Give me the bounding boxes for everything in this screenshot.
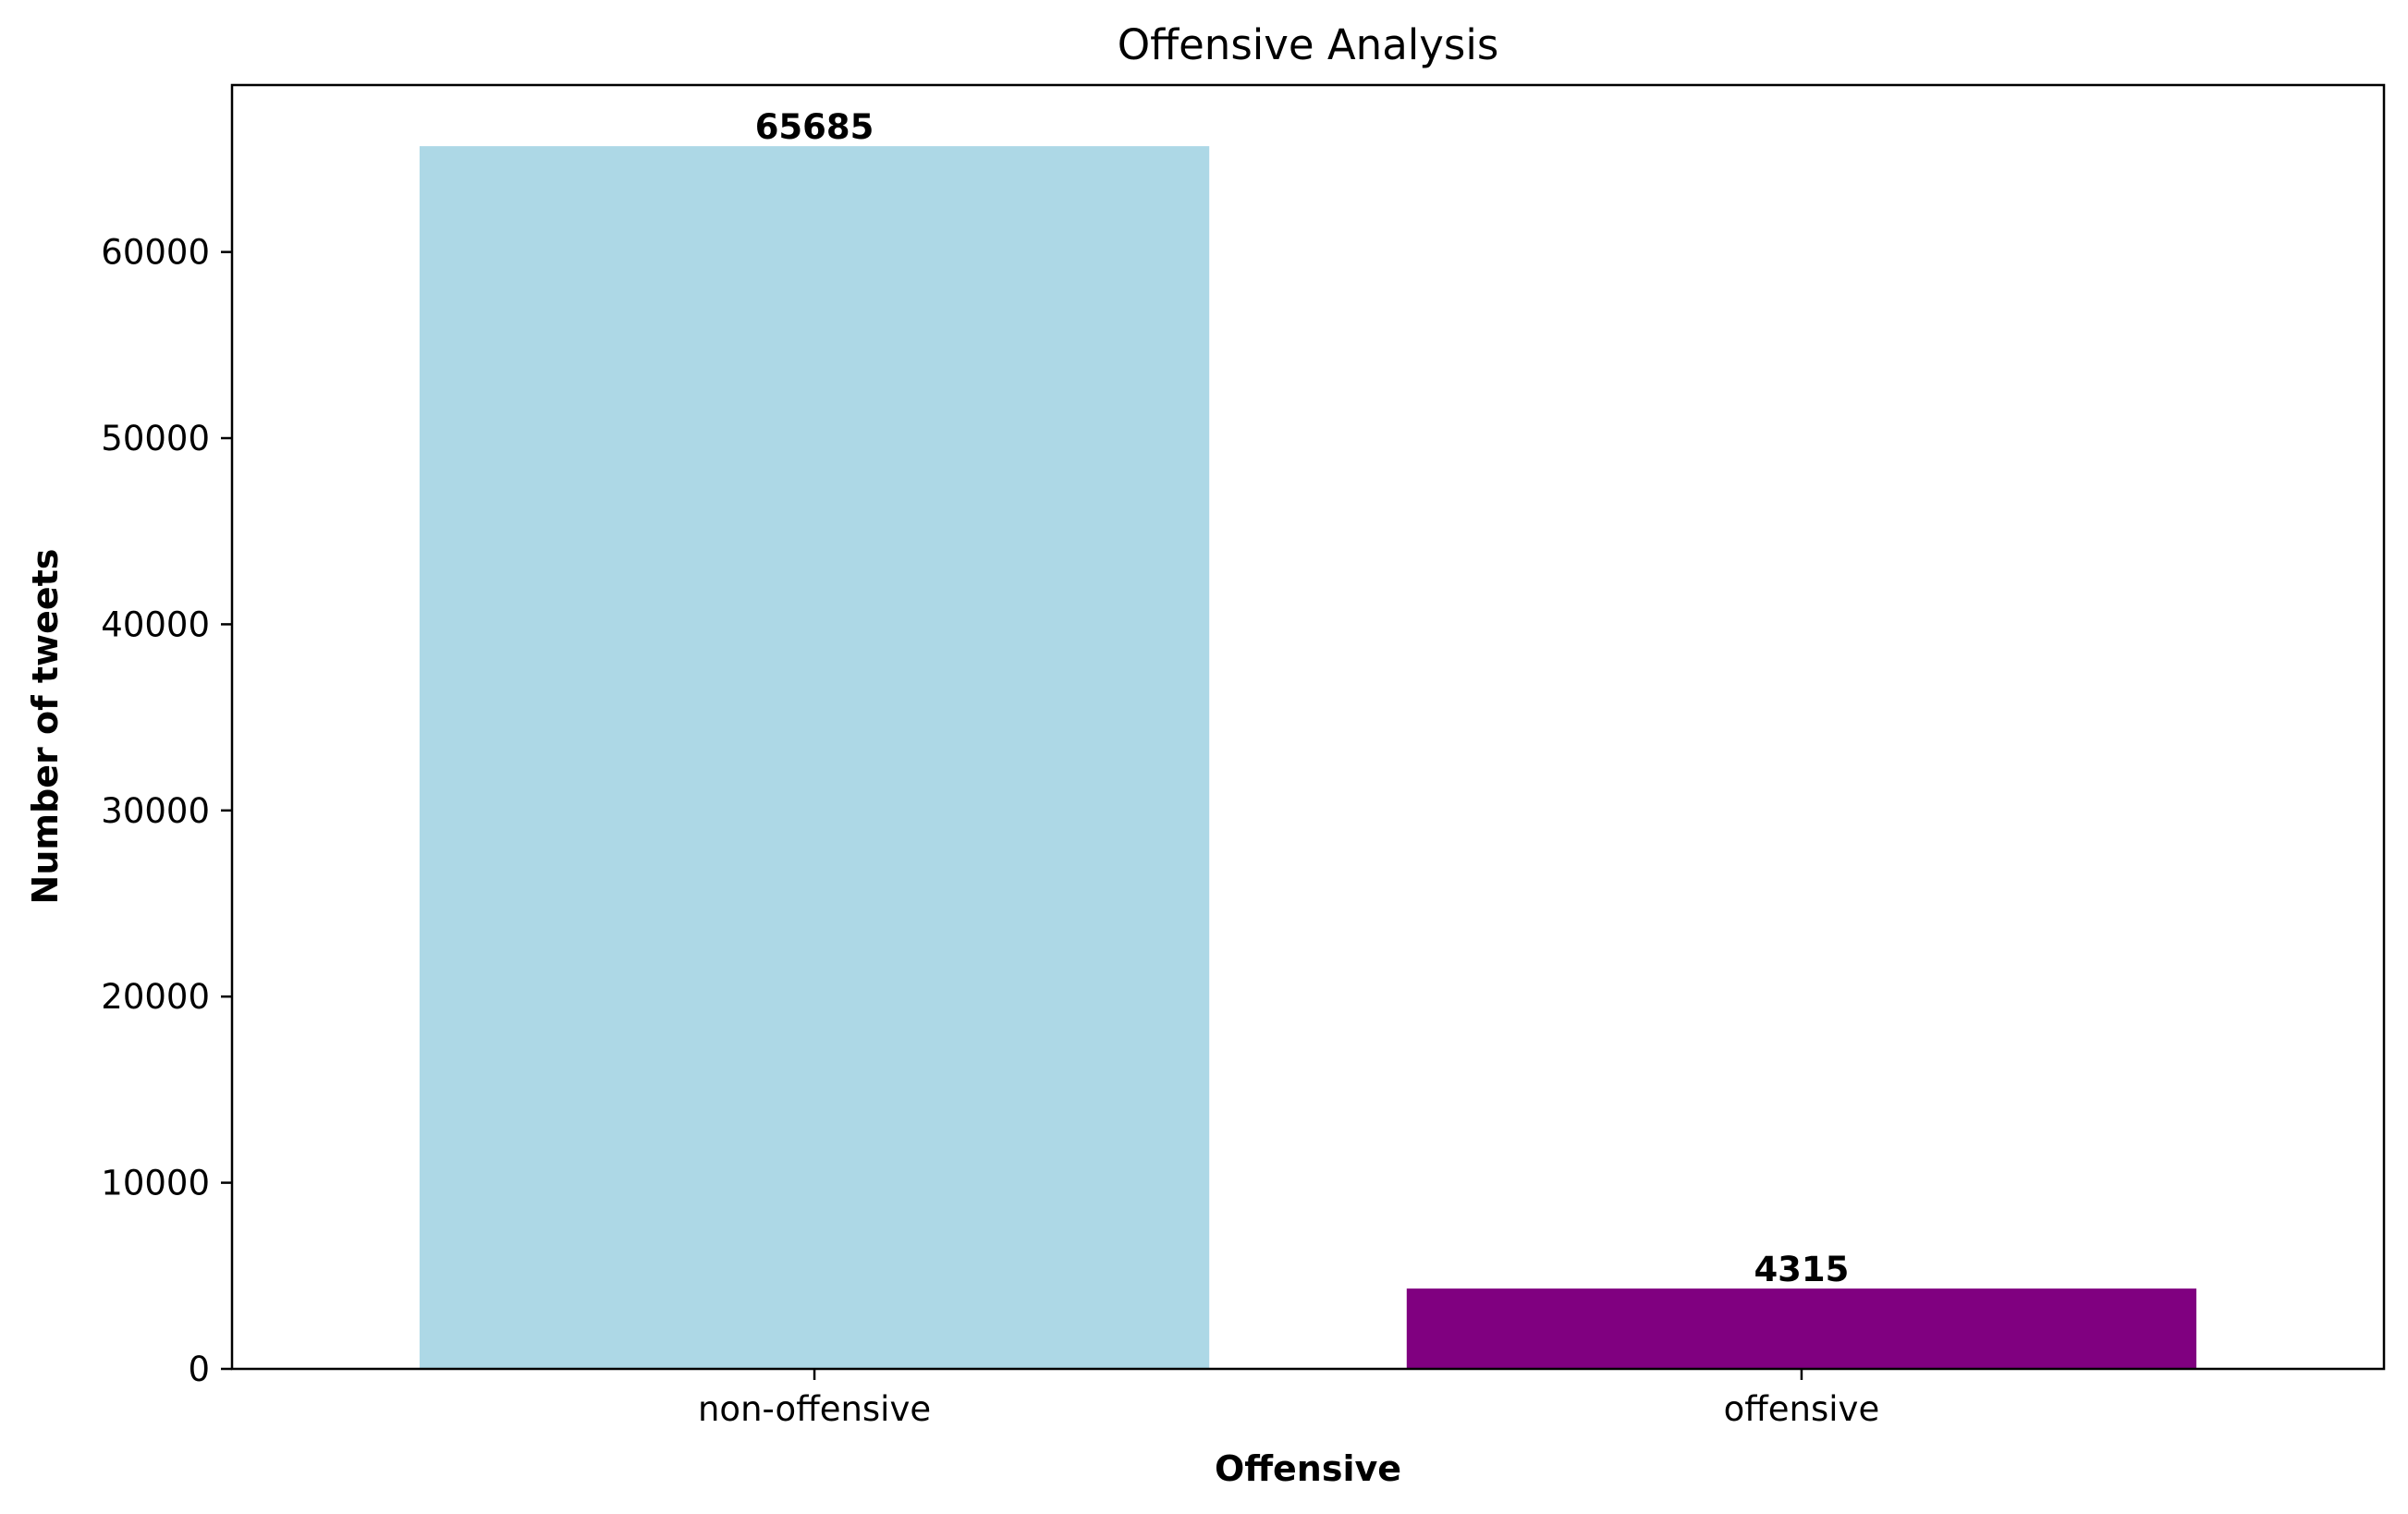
- y-axis-label: Number of tweets: [25, 549, 66, 905]
- x-axis-label: Offensive: [1215, 1448, 1401, 1489]
- bar-non-offensive: [419, 146, 1210, 1369]
- y-tick-label-0: 0: [188, 1349, 210, 1389]
- plot-frame: [230, 83, 2386, 1371]
- data-label-offensive: 4315: [1754, 1250, 1849, 1289]
- x-tick-label-non-offensive: non-offensive: [698, 1389, 931, 1429]
- x-tick-label-offensive: offensive: [1724, 1389, 1880, 1429]
- chart-title: Offensive Analysis: [1118, 20, 1499, 69]
- y-tick-label-20000: 20000: [101, 977, 210, 1017]
- y-tick-label-40000: 40000: [101, 604, 210, 644]
- x-axis: non-offensive offensive: [698, 1369, 1879, 1429]
- bar-offensive: [1406, 1288, 2197, 1369]
- y-tick-label-50000: 50000: [101, 419, 210, 458]
- y-tick-label-30000: 30000: [101, 791, 210, 831]
- data-label-non-offensive: 65685: [755, 107, 874, 147]
- y-tick-label-60000: 60000: [101, 233, 210, 273]
- y-axis: 0 10000 20000 30000 40000 50000 60000: [101, 233, 232, 1389]
- y-tick-label-10000: 10000: [101, 1164, 210, 1203]
- plot-area: 65685 4315: [419, 107, 2197, 1369]
